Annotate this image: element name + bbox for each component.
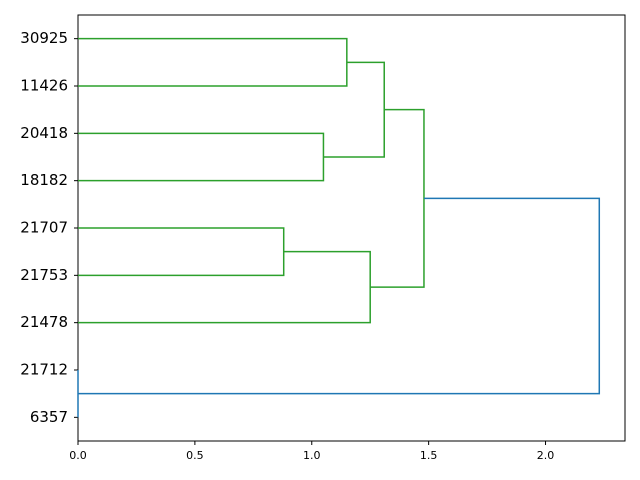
link: [78, 197, 601, 395]
leaf-label: 20418: [20, 124, 68, 142]
link: [323, 61, 385, 158]
leaf-label: 6357: [30, 408, 68, 426]
leaf-label: 11426: [20, 77, 68, 95]
x-tick-label: 0.5: [186, 449, 204, 462]
leaf-label: 21707: [20, 219, 68, 237]
x-tick-label: 0.0: [69, 449, 87, 462]
leaf-label: 30925: [20, 29, 68, 47]
leaf-label: 21712: [20, 361, 68, 379]
x-tick-label: 2.0: [537, 449, 555, 462]
link: [78, 132, 325, 182]
leaf-label: 18182: [20, 171, 68, 189]
link: [78, 250, 371, 324]
link: [370, 108, 425, 288]
leaf-label: 21753: [20, 266, 68, 284]
x-tick-label: 1.5: [420, 449, 438, 462]
link: [78, 227, 285, 277]
leaf-label: 21478: [20, 313, 68, 331]
link: [78, 37, 348, 87]
x-tick-label: 1.0: [303, 449, 321, 462]
